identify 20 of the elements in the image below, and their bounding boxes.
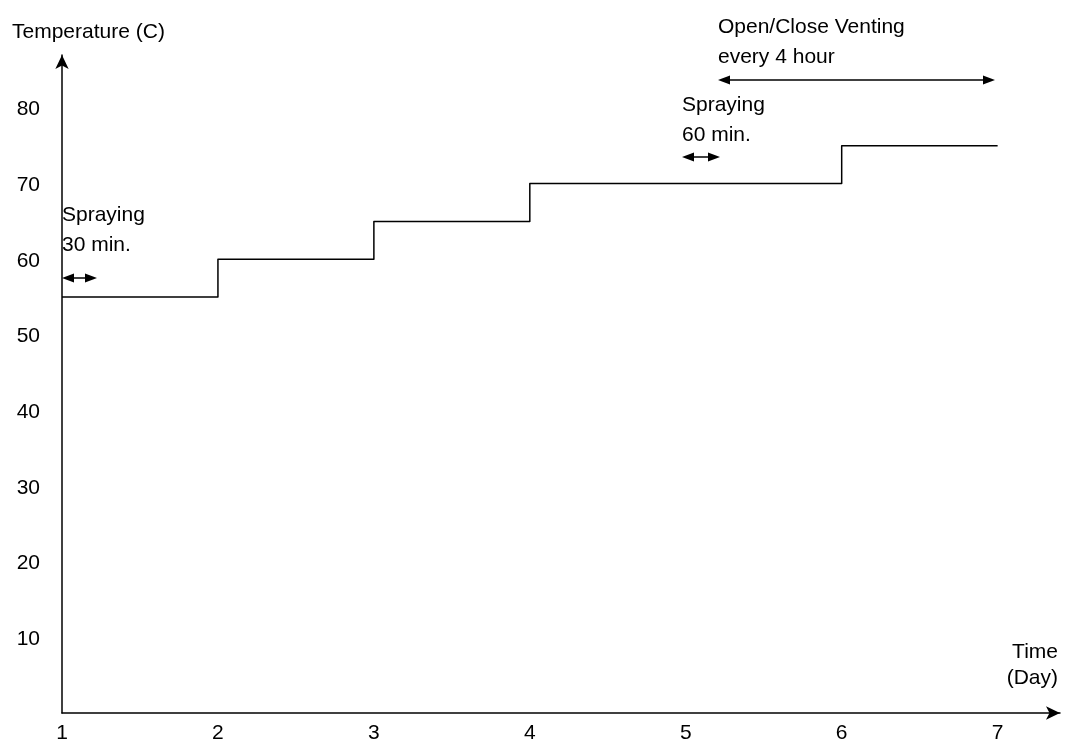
x-tick-label: 3: [368, 720, 380, 743]
x-tick-label: 2: [212, 720, 224, 743]
y-tick-label: 40: [16, 398, 40, 422]
x-tick-label: 5: [679, 720, 692, 743]
y-tick-label: 50: [16, 323, 40, 347]
x-tick-label: 4: [523, 720, 536, 743]
y-tick-label: 70: [16, 172, 40, 196]
x-tick-label: 6: [835, 720, 848, 743]
y-tick-label: 60: [16, 247, 40, 271]
annotation: Spraying 60 min.: [682, 91, 765, 145]
y-tick-label: 30: [16, 474, 40, 498]
x-tick-label: 1: [56, 720, 68, 743]
y-axis-title: Temperature (C): [12, 19, 165, 42]
y-tick-label: 80: [16, 96, 40, 120]
y-tick-label: 10: [16, 625, 40, 649]
annotation: Open/Close Venting every 4 hour: [718, 13, 905, 67]
y-tick-label: 20: [16, 550, 40, 574]
x-axis-title: Time (Day): [1006, 638, 1058, 688]
x-tick-label: 7: [991, 720, 1004, 743]
annotation: Spraying 30 min.: [62, 201, 145, 255]
